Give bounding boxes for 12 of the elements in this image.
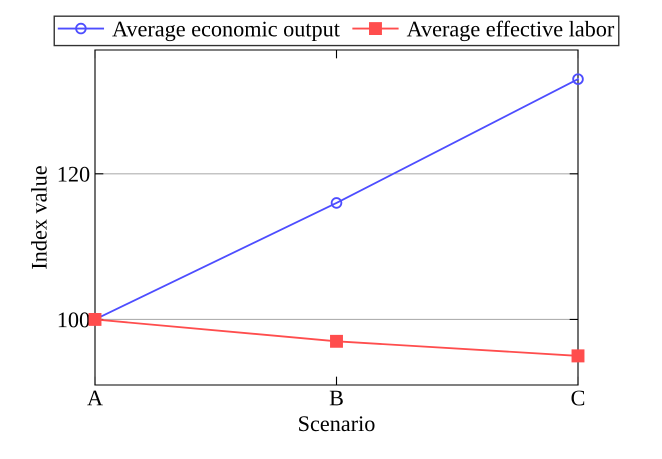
y-tick-label: 120 bbox=[58, 166, 90, 182]
point bbox=[330, 334, 343, 348]
legend-label: Average economic output bbox=[112, 22, 340, 42]
point bbox=[330, 197, 342, 209]
x-tick-label: A bbox=[87, 390, 103, 406]
legend-label: Average effective labor bbox=[406, 20, 614, 42]
point bbox=[572, 73, 584, 85]
x-tick-label: B bbox=[330, 390, 343, 406]
point bbox=[572, 349, 584, 362]
y-axis-title: Index value bbox=[31, 166, 47, 269]
x-axis-title: Scenario bbox=[299, 416, 375, 432]
x-tick-label: C bbox=[572, 390, 584, 406]
